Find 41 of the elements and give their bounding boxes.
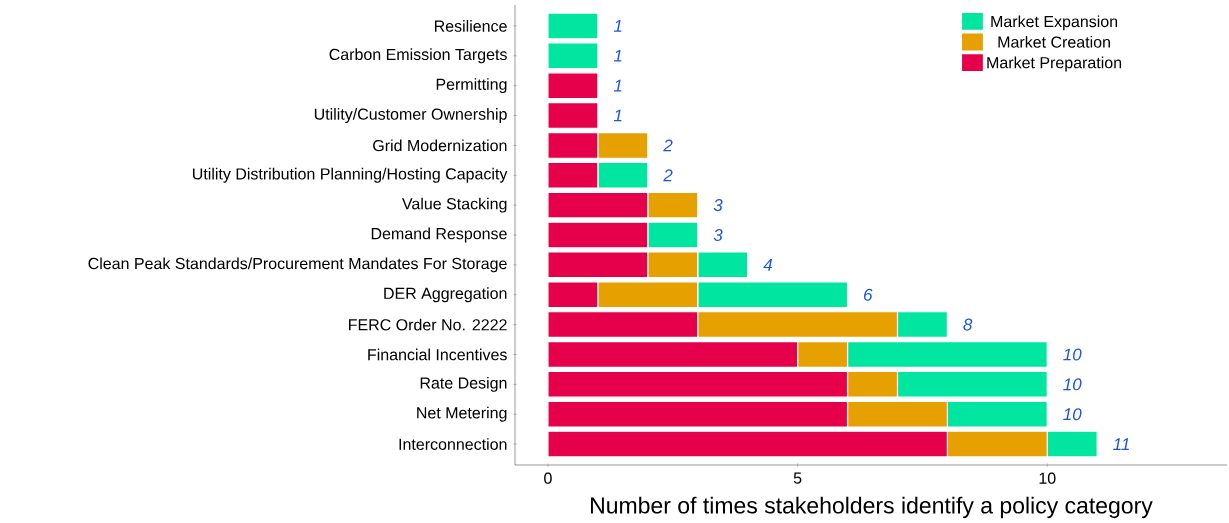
total-label: 1 bbox=[613, 19, 622, 32]
total-label: 10 bbox=[1063, 378, 1082, 391]
x-tick-label: 5 bbox=[793, 472, 802, 484]
total-label: 2 bbox=[663, 139, 673, 152]
total-label: 3 bbox=[713, 228, 723, 241]
total-label: 8 bbox=[963, 318, 973, 331]
total-label: 1 bbox=[613, 79, 622, 92]
total-label: 1 bbox=[613, 49, 622, 62]
total-label: 11 bbox=[1113, 438, 1129, 450]
legend-label: Market Preparation bbox=[987, 56, 1122, 72]
total-label: 4 bbox=[763, 258, 773, 271]
y-tick-label: Interconnection bbox=[399, 437, 507, 450]
total-label: 10 bbox=[1063, 348, 1082, 361]
total-label: 3 bbox=[713, 198, 723, 211]
x-axis-title: Number of times stakeholders identify a policy category bbox=[591, 496, 1153, 518]
bar bbox=[547, 101, 599, 129]
bar bbox=[547, 42, 599, 69]
y-tick-label: Utility/Customer Ownership bbox=[314, 107, 507, 123]
x-tick-label: 0 bbox=[544, 472, 552, 484]
y-tick-label: Permitting bbox=[436, 77, 507, 93]
total-label: 2 bbox=[663, 169, 673, 181]
y-tick-label: Rate Design bbox=[420, 376, 507, 392]
total-label: 6 bbox=[864, 288, 873, 301]
bar bbox=[547, 71, 599, 99]
y-tick-label: Demand Response bbox=[371, 227, 507, 243]
y-tick-label: DER Aggregation bbox=[384, 287, 507, 302]
y-tick-label: Net Metering bbox=[417, 406, 507, 422]
y-tick-label: Resilience bbox=[434, 19, 507, 32]
y-tick-label: Clean Peak Standards/Procurement Mandates For Storage bbox=[88, 257, 507, 273]
total-label: 1 bbox=[613, 109, 622, 122]
y-tick-label: FERC Order No. 2222 bbox=[349, 318, 507, 331]
bar bbox=[547, 12, 599, 40]
x-tick-label: 10 bbox=[1039, 472, 1056, 484]
y-tick-label: Value Stacking bbox=[401, 197, 507, 213]
y-tick-label: Grid Modernization bbox=[373, 139, 507, 152]
y-tick-label: Utility Distribution Planning/Hosting Capacity bbox=[193, 167, 508, 183]
y-tick-label: Carbon Emission Targets bbox=[329, 48, 507, 63]
legend-label: Market Creation bbox=[998, 35, 1110, 48]
legend-label: Market Expansion bbox=[991, 15, 1118, 31]
y-tick-label: Financial Incentives bbox=[368, 348, 507, 361]
total-label: 10 bbox=[1063, 407, 1082, 421]
